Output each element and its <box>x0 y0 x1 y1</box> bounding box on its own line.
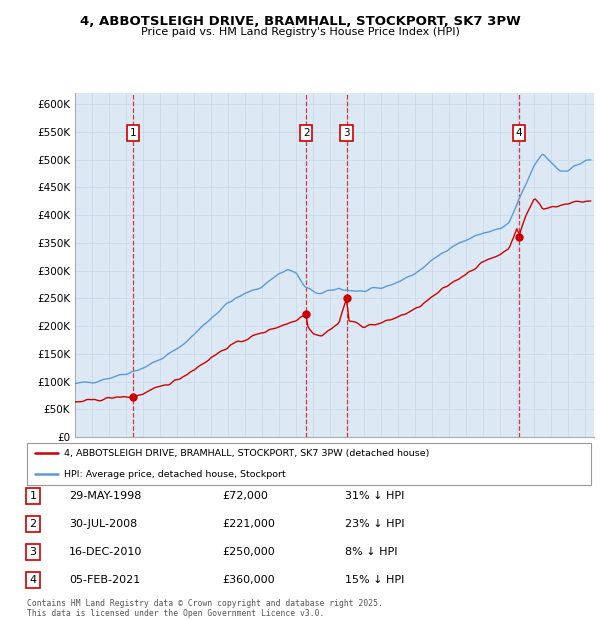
Text: 3: 3 <box>343 128 350 138</box>
Text: 1: 1 <box>29 491 37 501</box>
Text: HPI: Average price, detached house, Stockport: HPI: Average price, detached house, Stoc… <box>64 470 286 479</box>
Text: 4, ABBOTSLEIGH DRIVE, BRAMHALL, STOCKPORT, SK7 3PW (detached house): 4, ABBOTSLEIGH DRIVE, BRAMHALL, STOCKPOR… <box>64 449 429 458</box>
Text: 3: 3 <box>29 547 37 557</box>
Text: £250,000: £250,000 <box>222 547 275 557</box>
Text: Contains HM Land Registry data © Crown copyright and database right 2025.
This d: Contains HM Land Registry data © Crown c… <box>27 599 383 618</box>
Text: £72,000: £72,000 <box>222 491 268 501</box>
Text: 16-DEC-2010: 16-DEC-2010 <box>69 547 142 557</box>
Text: 31% ↓ HPI: 31% ↓ HPI <box>345 491 404 501</box>
Text: 15% ↓ HPI: 15% ↓ HPI <box>345 575 404 585</box>
Text: £221,000: £221,000 <box>222 519 275 529</box>
Text: 4: 4 <box>29 575 37 585</box>
Text: 30-JUL-2008: 30-JUL-2008 <box>69 519 137 529</box>
Text: 4, ABBOTSLEIGH DRIVE, BRAMHALL, STOCKPORT, SK7 3PW: 4, ABBOTSLEIGH DRIVE, BRAMHALL, STOCKPOR… <box>80 15 520 28</box>
Text: 8% ↓ HPI: 8% ↓ HPI <box>345 547 398 557</box>
Text: £360,000: £360,000 <box>222 575 275 585</box>
Text: 23% ↓ HPI: 23% ↓ HPI <box>345 519 404 529</box>
Text: 4: 4 <box>515 128 522 138</box>
Text: 2: 2 <box>29 519 37 529</box>
Text: 05-FEB-2021: 05-FEB-2021 <box>69 575 140 585</box>
Text: 2: 2 <box>303 128 310 138</box>
Text: 1: 1 <box>130 128 136 138</box>
Text: 29-MAY-1998: 29-MAY-1998 <box>69 491 142 501</box>
Text: Price paid vs. HM Land Registry's House Price Index (HPI): Price paid vs. HM Land Registry's House … <box>140 27 460 37</box>
FancyBboxPatch shape <box>27 443 591 485</box>
